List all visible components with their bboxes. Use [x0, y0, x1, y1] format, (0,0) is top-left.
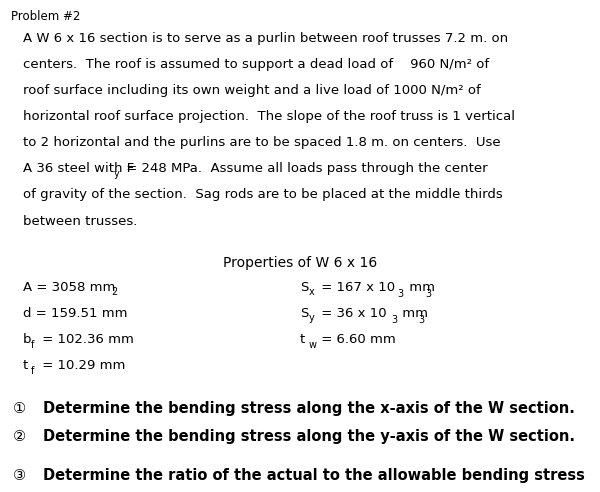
Text: A = 3058 mm: A = 3058 mm	[23, 281, 115, 294]
Text: x: x	[308, 287, 314, 297]
Text: centers.  The roof is assumed to support a dead load of    960 N/m² of: centers. The roof is assumed to support …	[23, 58, 489, 71]
Text: ②: ②	[13, 430, 26, 444]
Text: to 2 horizontal and the purlins are to be spaced 1.8 m. on centers.  Use: to 2 horizontal and the purlins are to b…	[23, 136, 500, 149]
Text: 2: 2	[112, 287, 118, 297]
Text: = 167 x 10: = 167 x 10	[317, 281, 395, 294]
Text: Determine the ratio of the actual to the allowable bending stress: Determine the ratio of the actual to the…	[43, 468, 585, 483]
Text: A 36 steel with F: A 36 steel with F	[23, 162, 134, 175]
Text: Determine the bending stress along the x-axis of the W section.: Determine the bending stress along the x…	[43, 401, 575, 416]
Text: = 10.29 mm: = 10.29 mm	[38, 359, 126, 372]
Text: = 102.36 mm: = 102.36 mm	[38, 333, 134, 346]
Text: 3: 3	[425, 289, 431, 299]
Text: b: b	[23, 333, 31, 346]
Text: 3: 3	[419, 315, 425, 325]
Text: of gravity of the section.  Sag rods are to be placed at the middle thirds: of gravity of the section. Sag rods are …	[23, 188, 503, 201]
Text: A W 6 x 16 section is to serve as a purlin between roof trusses 7.2 m. on: A W 6 x 16 section is to serve as a purl…	[23, 32, 508, 45]
Text: roof surface including its own weight and a live load of 1000 N/m² of: roof surface including its own weight an…	[23, 84, 481, 97]
Text: mm: mm	[405, 281, 435, 294]
Text: d = 159.51 mm: d = 159.51 mm	[23, 307, 127, 320]
Text: y: y	[308, 313, 314, 323]
Text: horizontal roof surface projection.  The slope of the roof truss is 1 vertical: horizontal roof surface projection. The …	[23, 110, 515, 123]
Text: t: t	[300, 333, 305, 346]
Text: S: S	[300, 307, 308, 320]
Text: = 6.60 mm: = 6.60 mm	[317, 333, 395, 346]
Text: = 248 MPa.  Assume all loads pass through the center: = 248 MPa. Assume all loads pass through…	[122, 162, 487, 175]
Text: 3: 3	[391, 315, 397, 325]
Text: Determine the bending stress along the y-axis of the W section.: Determine the bending stress along the y…	[43, 430, 575, 444]
Text: t: t	[23, 359, 28, 372]
Text: f: f	[31, 339, 35, 349]
Text: S: S	[300, 281, 308, 294]
Text: Problem #2: Problem #2	[11, 10, 80, 23]
Text: y: y	[114, 169, 120, 179]
Text: ③: ③	[13, 468, 26, 483]
Text: between trusses.: between trusses.	[23, 215, 137, 227]
Text: w: w	[308, 339, 316, 349]
Text: 3: 3	[398, 289, 404, 299]
Text: = 36 x 10: = 36 x 10	[317, 307, 386, 320]
Text: Properties of W 6 x 16: Properties of W 6 x 16	[223, 256, 377, 270]
Text: f: f	[31, 366, 35, 375]
Text: ①: ①	[13, 401, 26, 416]
Text: mm: mm	[398, 307, 428, 320]
